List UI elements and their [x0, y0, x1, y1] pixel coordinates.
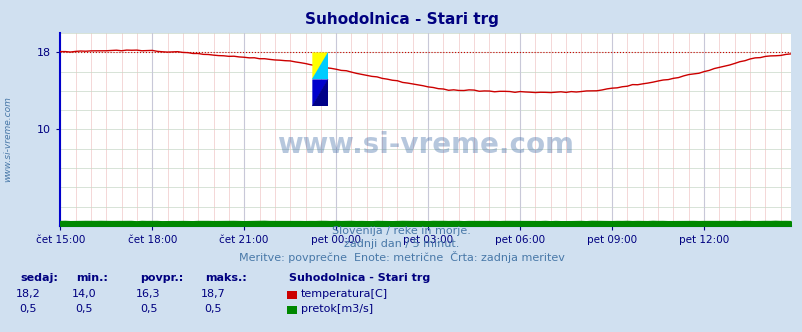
Text: 14,0: 14,0	[72, 289, 96, 299]
Text: Meritve: povprečne  Enote: metrične  Črta: zadnja meritev: Meritve: povprečne Enote: metrične Črta:…	[238, 251, 564, 263]
Text: temperatura[C]: temperatura[C]	[301, 289, 387, 299]
Text: sedaj:: sedaj:	[20, 273, 58, 283]
Text: 0,5: 0,5	[75, 304, 93, 314]
Text: 0,5: 0,5	[19, 304, 37, 314]
Text: 18,7: 18,7	[200, 289, 225, 299]
Text: www.si-vreme.com: www.si-vreme.com	[3, 97, 13, 182]
Text: 18,2: 18,2	[16, 289, 40, 299]
Text: min.:: min.:	[76, 273, 108, 283]
Text: povpr.:: povpr.:	[140, 273, 184, 283]
Text: www.si-vreme.com: www.si-vreme.com	[277, 131, 573, 159]
Text: pretok[m3/s]: pretok[m3/s]	[301, 304, 373, 314]
Text: Suhodolnica - Stari trg: Suhodolnica - Stari trg	[289, 273, 430, 283]
Text: maks.:: maks.:	[205, 273, 246, 283]
Text: zadnji dan / 5 minut.: zadnji dan / 5 minut.	[343, 239, 459, 249]
Text: 16,3: 16,3	[136, 289, 160, 299]
Text: Suhodolnica - Stari trg: Suhodolnica - Stari trg	[304, 12, 498, 27]
Text: Slovenija / reke in morje.: Slovenija / reke in morje.	[332, 226, 470, 236]
Text: 0,5: 0,5	[204, 304, 221, 314]
Text: 0,5: 0,5	[140, 304, 157, 314]
